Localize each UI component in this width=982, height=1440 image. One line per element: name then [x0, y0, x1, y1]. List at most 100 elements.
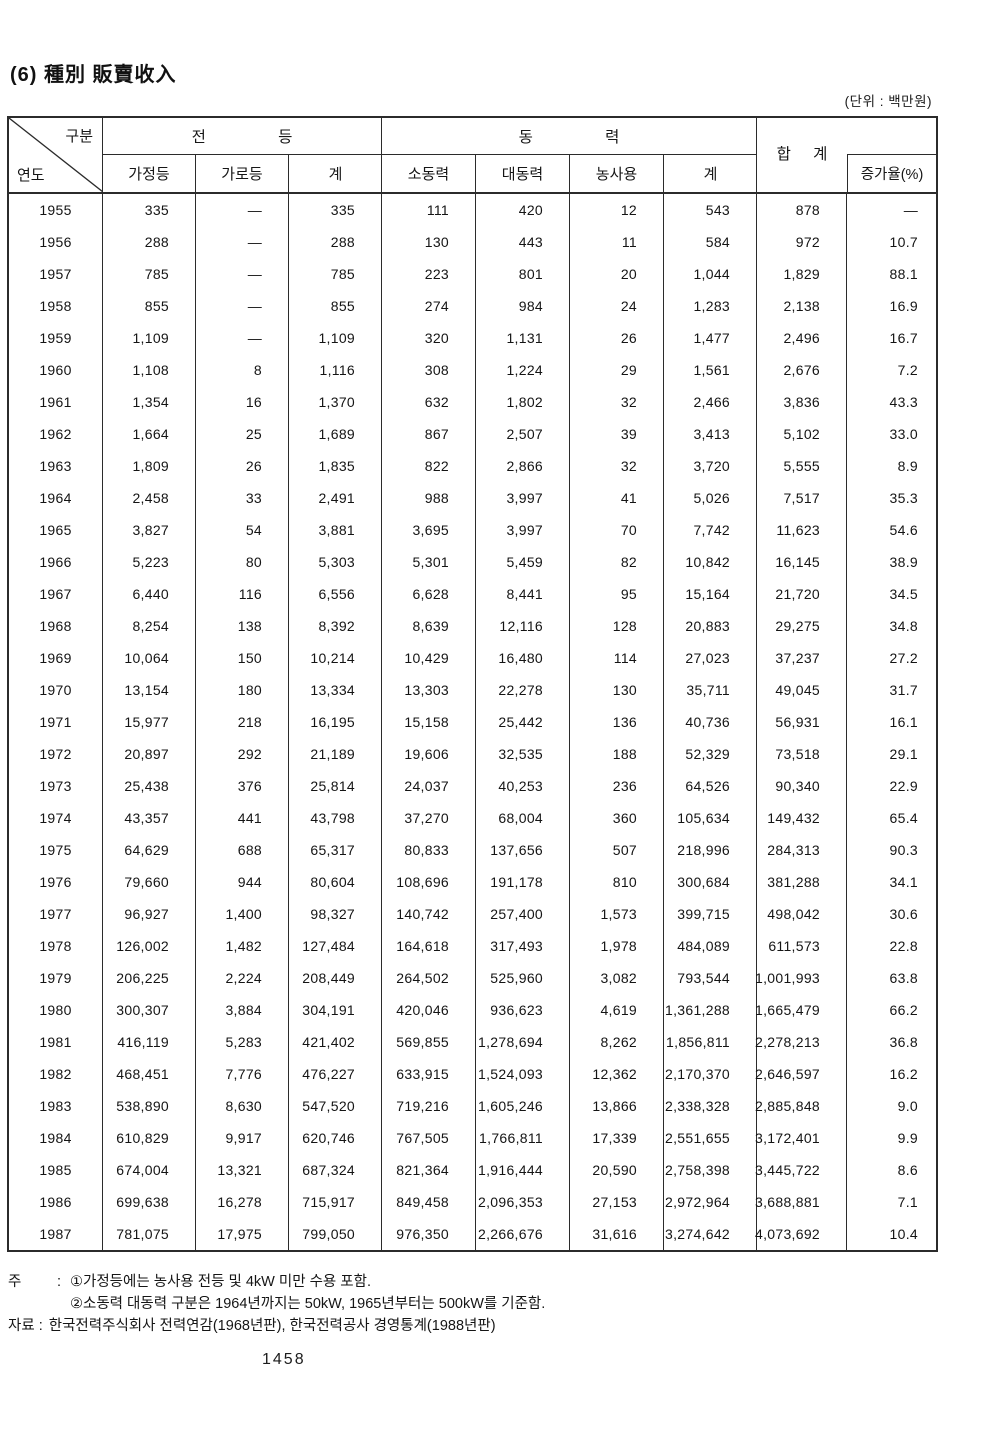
- household-lighting-cell: 300,307: [103, 994, 196, 1026]
- large-power-cell: 5,459: [476, 546, 570, 578]
- year-cell: 1960: [9, 354, 103, 386]
- table-row: 1968 8,254 138 8,392 8,639 12,116 128 20…: [9, 610, 936, 642]
- grand-total-cell: 2,646,597: [755, 1058, 847, 1090]
- power-total-cell: 1,283: [664, 290, 757, 322]
- large-power-cell: 22,278: [476, 674, 570, 706]
- year-cell: 1974: [9, 802, 103, 834]
- lighting-total-cell: 127,484: [289, 930, 382, 962]
- street-lighting-cell: 180: [196, 674, 289, 706]
- table-row: 1970 13,154 180 13,334 13,303 22,278 130…: [9, 674, 936, 706]
- street-lighting-cell: —: [196, 194, 289, 226]
- street-lighting-cell: 150: [196, 642, 289, 674]
- table-row: 1974 43,357 441 43,798 37,270 68,004 360…: [9, 802, 936, 834]
- lighting-total-cell: 8,392: [289, 610, 382, 642]
- small-power-cell: 15,158: [382, 706, 476, 738]
- year-cell: 1965: [9, 514, 103, 546]
- street-lighting-cell: —: [196, 258, 289, 290]
- small-power-cell: 80,833: [382, 834, 476, 866]
- lighting-total-cell: 98,327: [289, 898, 382, 930]
- household-lighting-cell: 538,890: [103, 1090, 196, 1122]
- street-lighting-cell: 1,400: [196, 898, 289, 930]
- agricultural-cell: 29: [570, 354, 664, 386]
- table-row: 1983 538,890 8,630 547,520 719,216 1,605…: [9, 1090, 936, 1122]
- large-power-cell: 1,524,093: [476, 1058, 570, 1090]
- street-lighting-cell: 25: [196, 418, 289, 450]
- household-lighting-cell: 20,897: [103, 738, 196, 770]
- small-power-cell: 420,046: [382, 994, 476, 1026]
- year-cell: 1959: [9, 322, 103, 354]
- note-colon: :: [57, 1274, 62, 1290]
- power-total-cell: 584: [664, 226, 757, 258]
- growth-rate-cell: 10.4: [889, 1226, 918, 1242]
- small-power-cell: 164,618: [382, 930, 476, 962]
- table-row: 1960 1,108 8 1,116 308 1,224 29 1,561 2,…: [9, 354, 936, 386]
- street-lighting-cell: —: [196, 322, 289, 354]
- year-cell: 1986: [9, 1186, 103, 1218]
- small-power-cell: 111: [382, 194, 476, 226]
- agricultural-cell: 24: [570, 290, 664, 322]
- corner-category-label: 구분: [65, 128, 93, 145]
- sales-revenue-table: 구분 연도 전 등 가정등 가로등 계 동 력 소동력 대동력 농사용 계: [7, 116, 938, 1252]
- growth-rate-cell: 63.8: [889, 970, 918, 986]
- header-lighting-total: 계: [328, 166, 343, 183]
- household-lighting-cell: 43,357: [103, 802, 196, 834]
- table-row: 1977 96,927 1,400 98,327 140,742 257,400…: [9, 898, 936, 930]
- power-total-cell: 52,329: [664, 738, 757, 770]
- lighting-total-cell: 304,191: [289, 994, 382, 1026]
- large-power-cell: 3,997: [476, 514, 570, 546]
- large-power-cell: 1,916,444: [476, 1154, 570, 1186]
- grand-total-cell: 1,001,993: [755, 962, 847, 994]
- growth-rate-cell: 65.4: [889, 810, 918, 826]
- agricultural-cell: 3,082: [570, 962, 664, 994]
- power-group-column: 동 력 소동력 대동력 농사용 계: [382, 118, 757, 192]
- grand-total-cell: 56,931: [757, 706, 847, 738]
- small-power-cell: 6,628: [382, 578, 476, 610]
- year-cell: 1973: [9, 770, 103, 802]
- street-lighting-cell: 16,278: [196, 1186, 289, 1218]
- grand-total-cell: 498,042: [757, 898, 847, 930]
- large-power-cell: 2,096,353: [476, 1186, 570, 1218]
- header-growth-rate: 증가율(%): [847, 154, 936, 192]
- table-row: 1975 64,629 688 65,317 80,833 137,656 50…: [9, 834, 936, 866]
- power-total-cell: 35,711: [664, 674, 757, 706]
- table-row: 1973 25,438 376 25,814 24,037 40,253 236…: [9, 770, 936, 802]
- grand-total-cell: 611,573: [757, 930, 847, 962]
- lighting-total-cell: 687,324: [289, 1154, 382, 1186]
- year-cell: 1957: [9, 258, 103, 290]
- page-number: 1458: [262, 1351, 306, 1368]
- household-lighting-cell: 15,977: [103, 706, 196, 738]
- lighting-total-cell: 620,746: [289, 1122, 382, 1154]
- year-cell: 1958: [9, 290, 103, 322]
- lighting-total-cell: 547,520: [289, 1090, 382, 1122]
- household-lighting-cell: 1,354: [103, 386, 196, 418]
- agricultural-cell: 41: [570, 482, 664, 514]
- power-total-cell: 1,361,288: [664, 994, 757, 1026]
- street-lighting-cell: 3,884: [196, 994, 289, 1026]
- footnote-2-text: ②소동력 대동력 구분은 1964년까지는 50kW, 1965년부터는 500…: [70, 1296, 546, 1312]
- grand-total-cell: 21,720: [757, 578, 847, 610]
- table-row: 1966 5,223 80 5,303 5,301 5,459 82 10,84…: [9, 546, 936, 578]
- table-row: 1965 3,827 54 3,881 3,695 3,997 70 7,742…: [9, 514, 936, 546]
- grand-total-cell: 11,623: [757, 514, 847, 546]
- small-power-cell: 264,502: [382, 962, 476, 994]
- growth-rate-cell: 7.2: [897, 362, 918, 378]
- growth-rate-cell: 30.6: [889, 906, 918, 922]
- lighting-total-cell: 10,214: [289, 642, 382, 674]
- lighting-total-cell: 80,604: [289, 866, 382, 898]
- lighting-total-cell: 5,303: [289, 546, 382, 578]
- table-row: 1964 2,458 33 2,491 988 3,997 41 5,026 7…: [9, 482, 936, 514]
- agricultural-cell: 130: [570, 674, 664, 706]
- growth-rate-cell: 66.2: [889, 1002, 918, 1018]
- lighting-total-cell: 421,402: [289, 1026, 382, 1058]
- street-lighting-cell: 13,321: [196, 1154, 289, 1186]
- footnote-line-2: ②소동력 대동력 구분은 1964년까지는 50kW, 1965년부터는 500…: [70, 1293, 545, 1315]
- table-row: 1963 1,809 26 1,835 822 2,866 32 3,720 5…: [9, 450, 936, 482]
- table-row: 1987 781,075 17,975 799,050 976,350 2,26…: [9, 1218, 936, 1250]
- power-total-cell: 3,720: [664, 450, 757, 482]
- large-power-cell: 25,442: [476, 706, 570, 738]
- small-power-cell: 130: [382, 226, 476, 258]
- large-power-cell: 317,493: [476, 930, 570, 962]
- household-lighting-cell: 96,927: [103, 898, 196, 930]
- household-lighting-cell: 1,109: [103, 322, 196, 354]
